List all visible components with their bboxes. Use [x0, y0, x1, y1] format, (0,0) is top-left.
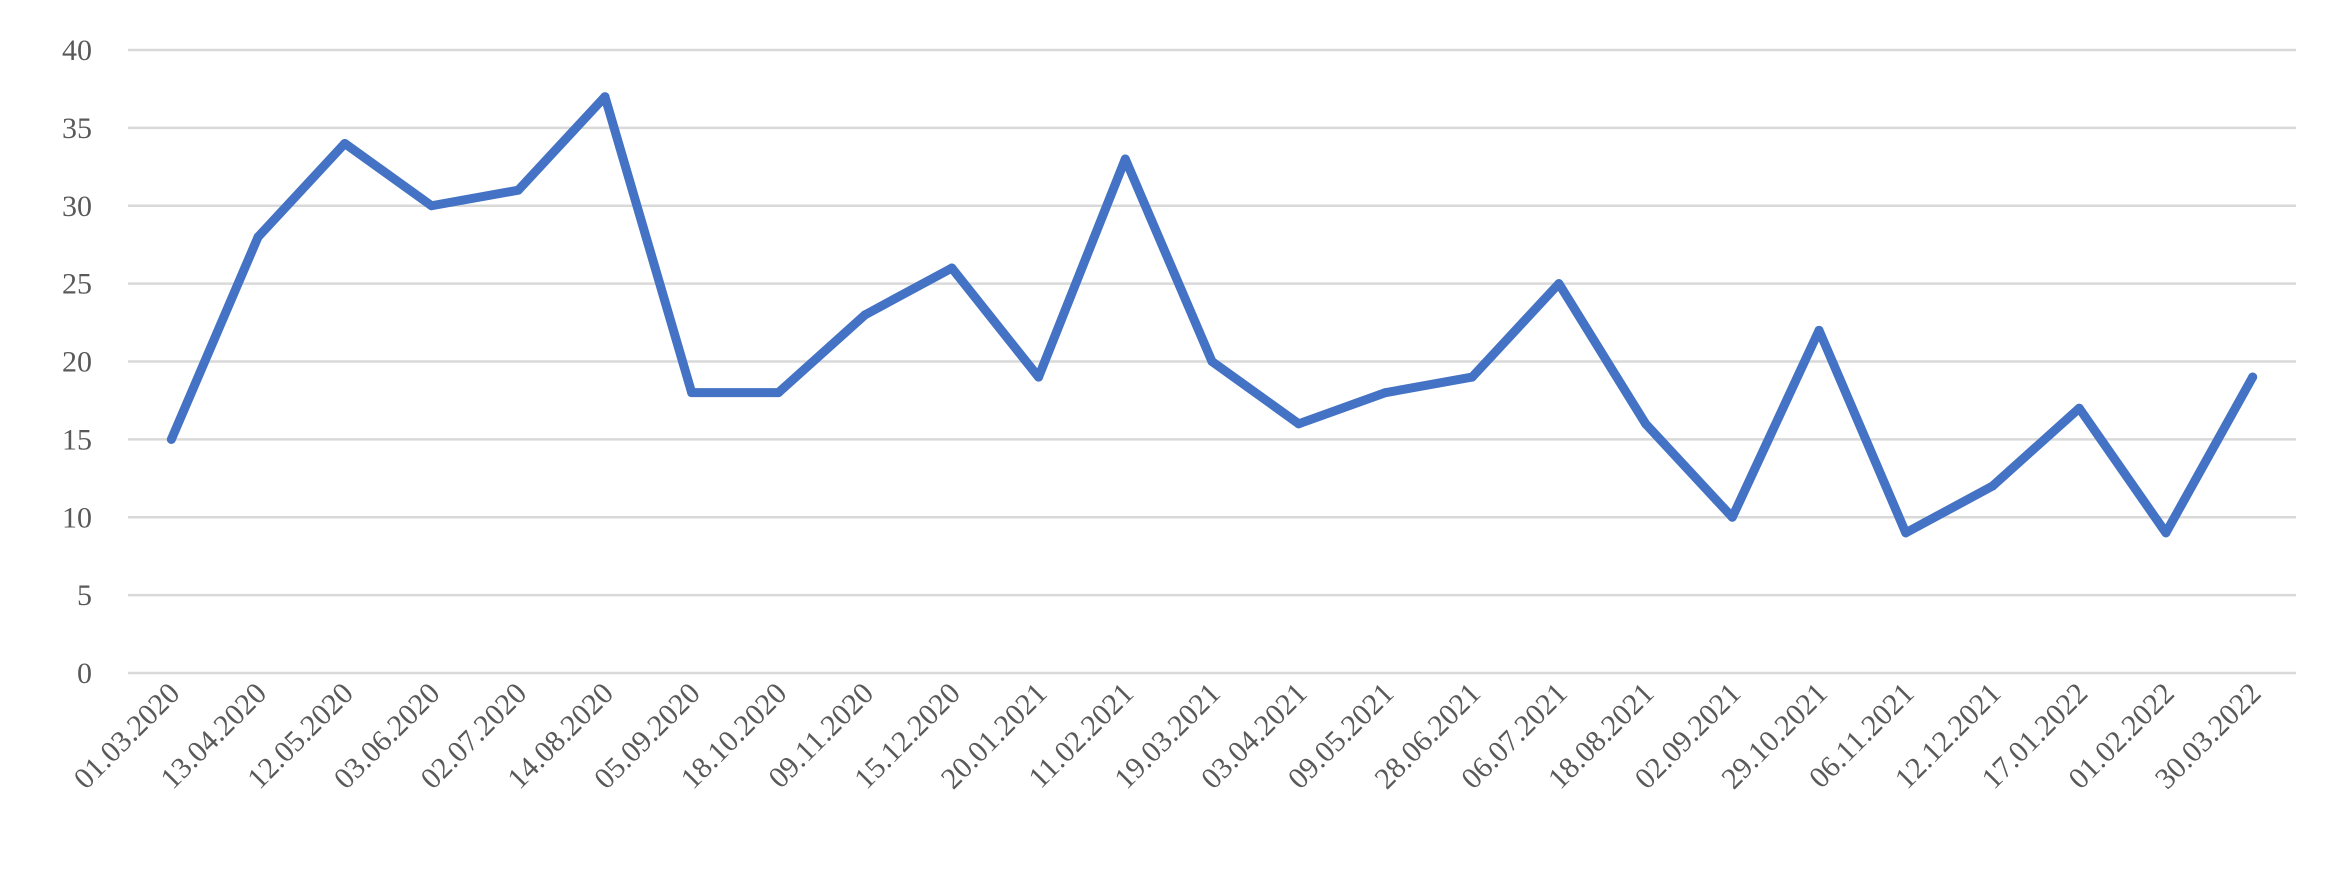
data-point	[860, 310, 870, 320]
data-point	[2161, 528, 2171, 538]
data-point	[1120, 154, 1130, 164]
data-point	[2248, 372, 2258, 382]
y-tick-label: 25	[62, 268, 92, 301]
series-layer	[166, 92, 2258, 538]
data-point	[773, 388, 783, 398]
series-line-0	[166, 92, 2258, 538]
data-point	[1294, 419, 1304, 429]
y-axis-ticks: 0 5 10 15 20 25 30 35 40	[62, 34, 92, 690]
data-point	[427, 201, 437, 211]
y-tick-label: 35	[62, 112, 92, 145]
data-point	[1207, 357, 1217, 366]
y-tick-label: 10	[62, 501, 92, 534]
data-point	[947, 263, 957, 273]
data-point	[1554, 279, 1564, 289]
data-point	[253, 232, 263, 242]
data-point	[166, 434, 176, 444]
data-point	[513, 185, 523, 195]
y-tick-label: 40	[62, 34, 92, 67]
data-point	[1901, 528, 1911, 538]
y-tick-label: 30	[62, 190, 92, 223]
data-point	[600, 92, 610, 102]
y-tick-label: 5	[77, 579, 92, 612]
data-point	[1034, 372, 1044, 382]
y-tick-label: 0	[77, 657, 92, 690]
data-point	[1814, 325, 1824, 335]
y-tick-label: 20	[62, 346, 92, 379]
y-tick-label: 15	[62, 423, 92, 456]
data-point	[1641, 419, 1651, 429]
data-point	[687, 388, 697, 398]
data-point	[1727, 512, 1737, 522]
data-point	[1380, 388, 1390, 398]
data-point	[1987, 481, 1997, 491]
data-point	[2074, 403, 2084, 413]
data-point	[1467, 372, 1477, 382]
data-point	[340, 138, 350, 148]
x-axis-ticks: 01.03.202013.04.202012.05.202003.06.2020…	[68, 677, 2268, 796]
